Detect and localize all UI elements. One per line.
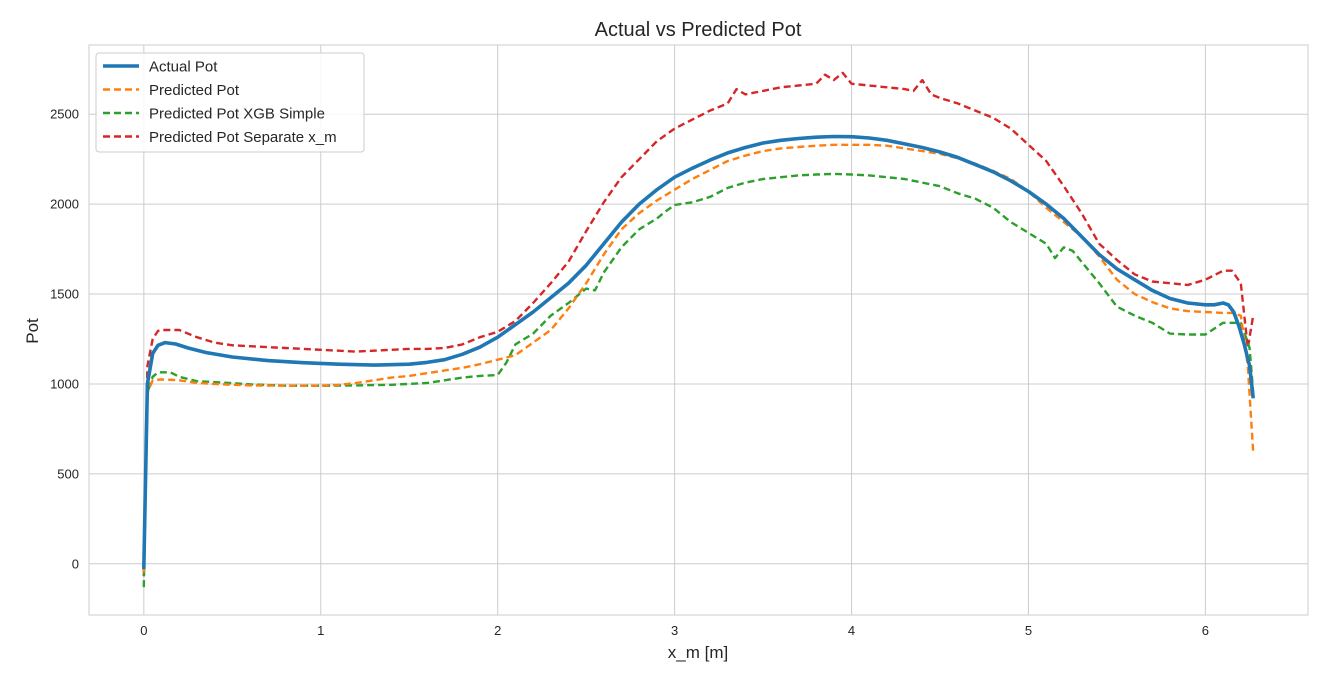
- y-tick-label: 1500: [50, 287, 79, 302]
- series-line-predicted-pot: [142, 143, 1255, 573]
- y-tick-label: 2000: [50, 197, 79, 212]
- legend-label: Actual Pot: [149, 59, 218, 76]
- x-tick-labels: 0 1 2 3 4 5 6: [140, 623, 1209, 638]
- chart-title: Actual vs Predicted Pot: [595, 19, 802, 41]
- series-line-predicted-pot-xgb-simple: [142, 172, 1255, 588]
- y-tick-label: 0: [72, 556, 79, 571]
- y-tick-labels: 0 500 1000 1500 2000 2500: [50, 107, 79, 572]
- y-tick-label: 2500: [50, 107, 79, 122]
- legend-label: Predicted Pot Separate x_m: [149, 129, 337, 146]
- legend-label: Predicted Pot: [149, 82, 240, 99]
- x-tick-label: 6: [1202, 623, 1209, 638]
- x-tick-label: 5: [1025, 623, 1032, 638]
- series-line-actual-pot: [142, 134, 1255, 570]
- legend: Actual Pot Predicted Pot Predicted Pot XGB…: [95, 52, 365, 153]
- x-tick-label: 1: [317, 623, 324, 638]
- x-tick-label: 2: [494, 623, 501, 638]
- data-lines: [142, 71, 1255, 588]
- x-tick-label: 4: [848, 623, 855, 638]
- y-tick-label: 500: [57, 466, 79, 481]
- series-line-predicted-pot-separate-x-m: [142, 71, 1255, 577]
- x-tick-label: 3: [671, 623, 678, 638]
- legend-box: [95, 52, 365, 153]
- x-axis-label: x_m [m]: [668, 643, 728, 662]
- y-axis-label: Pot: [23, 318, 42, 344]
- x-tick-label: 0: [140, 623, 147, 638]
- legend-label: Predicted Pot XGB Simple: [149, 106, 325, 123]
- plot-frame: [88, 44, 1309, 616]
- y-tick-label: 1000: [50, 376, 79, 391]
